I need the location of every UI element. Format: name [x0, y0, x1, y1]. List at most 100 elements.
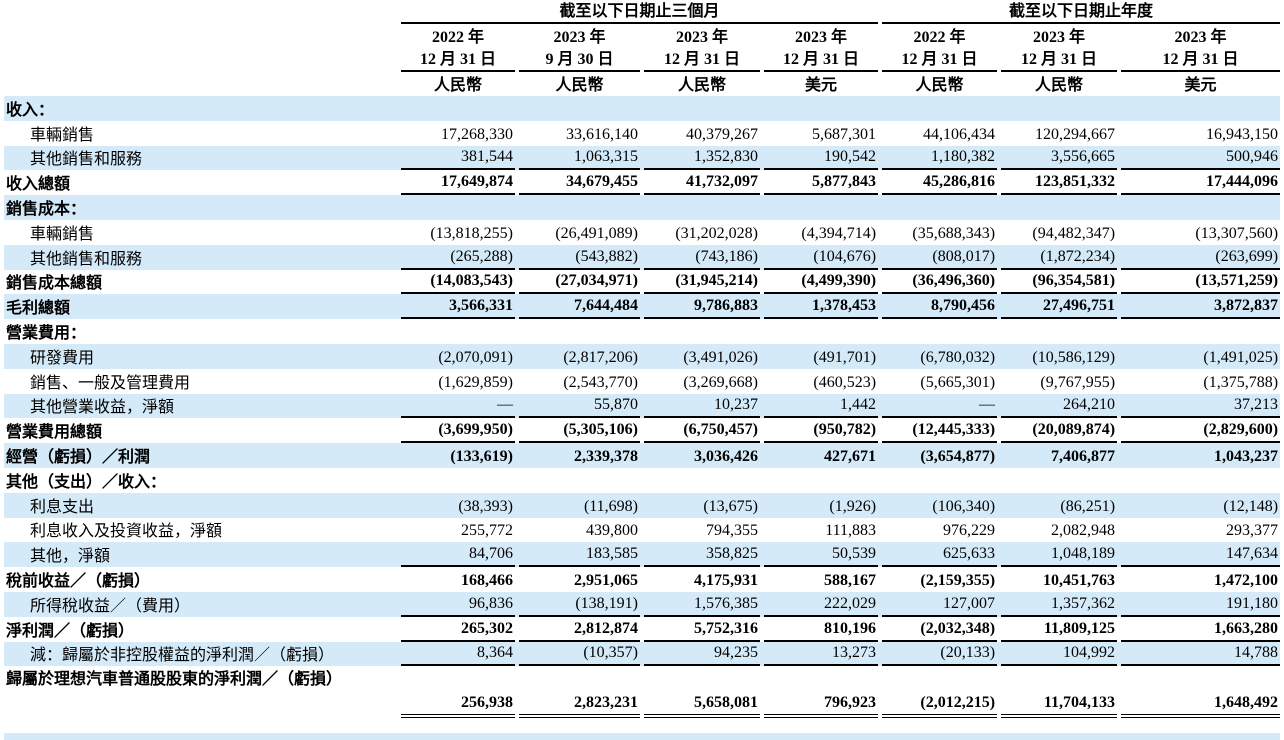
table-row: 其他營業收益，淨額 —55,870 10,237 1,442—264,210 37,21… [4, 393, 1281, 419]
row-label: 銷售成本總額 [6, 275, 103, 293]
column-currency-header: 人民幣 [677, 77, 726, 94]
value-cell: (9,767,955) [1040, 373, 1116, 391]
value-cell [997, 468, 1117, 493]
value-cell [760, 468, 878, 493]
column-date-header: 12 月 31 日 [997, 48, 1118, 72]
value-cell: (31,945,214) [640, 270, 760, 295]
table-row: 收入總額 17,649,874 34,679,455 41,732,097 5,877,… [4, 170, 1281, 196]
value-cell: 123,851,332 [997, 170, 1118, 196]
value-cell: (950,782) [760, 418, 879, 444]
value-cell [1117, 96, 1281, 121]
row-label: 其他銷售和服務 [4, 145, 397, 171]
value-cell: (2,012,215) [878, 666, 998, 719]
value-cell: 190,542 [760, 145, 879, 171]
value-cell: (543,882) [515, 244, 640, 270]
value-cell: 120,294,667 [1035, 125, 1116, 143]
value-cell: — [878, 393, 998, 419]
value-cell: (265,288) [397, 244, 515, 270]
row-label: 減：歸屬於非控股權益的淨利潤／（虧損） [4, 641, 397, 667]
value-cell: (2,829,600) [1117, 418, 1281, 444]
value-cell: 796,923 [760, 666, 879, 719]
row-label: 收入總額 [6, 176, 71, 194]
row-label: 營業費用： [6, 324, 87, 342]
table-row: 其他（支出）／收入： [4, 468, 1280, 493]
column-date-header: 12 月 31 日 [760, 48, 879, 72]
value-cell [397, 468, 515, 493]
value-cell: 50,539 [760, 542, 879, 568]
row-label: 銷售、一般及管理費用 [30, 374, 191, 392]
value-cell: (2,817,206) [515, 343, 640, 369]
value-cell: (491,701) [760, 343, 879, 369]
value-cell: (12,445,333) [878, 418, 998, 444]
value-cell: 17,649,874 [397, 170, 515, 196]
table-row: 毛利總額 3,566,331 7,644,484 9,786,883 1,378,453… [4, 294, 1281, 320]
value-cell [760, 96, 879, 121]
value-cell: 358,825 [640, 542, 760, 568]
column-year-header: 2023 年 [1174, 29, 1227, 46]
value-cell [397, 96, 515, 121]
value-cell: (808,017) [878, 244, 998, 270]
value-cell: (4,394,714) [801, 224, 877, 242]
value-cell: (1,629,859) [438, 373, 513, 391]
table-row: 其他銷售和服務 (265,288) (543,882) (743,186) (104,6… [4, 244, 1281, 270]
value-cell: 293,377 [1226, 522, 1279, 540]
value-cell [760, 319, 878, 344]
value-cell: 381,544 [397, 145, 515, 171]
value-cell: 111,883 [825, 522, 877, 540]
value-cell: (743,186) [640, 244, 760, 270]
column-date-header: 9 月 30 日 [515, 48, 640, 72]
table-row: 歸屬於理想汽車普通股股東的淨利潤／（虧損） 256,938 2,823,231 5,6… [4, 666, 1281, 719]
value-cell: 127,007 [878, 591, 998, 617]
row-label: 毛利總額 [4, 294, 397, 320]
value-cell [1117, 195, 1281, 220]
row-label: 研發費用 [4, 343, 397, 369]
column-year-header: 2023 年 [1033, 29, 1086, 46]
value-cell: (13,675) [640, 492, 760, 518]
row-label: 所得稅收益／（費用） [4, 591, 397, 617]
value-cell: 427,671 [760, 443, 879, 468]
value-cell: 84,706 [397, 542, 515, 568]
row-label: 其他營業收益，淨額 [4, 393, 397, 419]
table-row: 所得稅收益／（費用） 96,836 (138,191) 1,576,385 222,02… [4, 591, 1281, 617]
value-cell: 5,877,843 [760, 170, 879, 196]
row-label: 銷售成本： [4, 195, 397, 220]
value-cell: (1,491,025) [1117, 343, 1281, 369]
value-cell: 11,704,133 [997, 666, 1118, 719]
value-cell: (3,699,950) [397, 418, 515, 444]
value-cell: 2,951,065 [574, 571, 638, 589]
value-cell [997, 96, 1118, 121]
value-cell: 9,786,883 [640, 294, 760, 320]
column-currency-header: 人民幣 [433, 77, 482, 94]
table-row: 其他銷售和服務 381,544 1,063,315 1,352,830 190,542 1… [4, 145, 1281, 171]
value-cell [515, 468, 640, 493]
value-cell: (94,482,347) [1032, 224, 1116, 242]
value-cell [640, 195, 760, 220]
value-cell [878, 96, 998, 121]
group-header-year: 截至以下日期止年度 [878, 0, 1281, 24]
column-date-header: 12 月 31 日 [397, 48, 515, 72]
value-cell: 96,836 [397, 591, 515, 617]
table-row: 營業費用： [4, 319, 1280, 344]
value-cell: 1,352,830 [640, 145, 760, 171]
value-cell [878, 195, 998, 220]
value-cell [760, 195, 879, 220]
value-cell: 44,106,434 [923, 125, 996, 143]
value-cell: 588,167 [824, 571, 877, 589]
table-row: 營業費用總額 (3,699,950) (5,305,106) (6,750,457)(… [4, 418, 1281, 444]
table-row: 經營（虧損）／利潤 (133,619) 2,339,378 3,036,426 427,… [4, 443, 1281, 468]
column-date-header: 12 月 31 日 [1117, 48, 1281, 72]
column-currency-header: 美元 [805, 77, 838, 94]
value-cell: (3,269,668) [683, 373, 758, 391]
table-bottom-band [4, 733, 1280, 740]
currency-row: 人民幣 人民幣 人民幣 美元 人民幣 人民幣 美元 [4, 72, 1280, 96]
value-cell: 2,082,948 [1051, 522, 1116, 540]
value-cell: 1,442 [760, 393, 879, 419]
column-date-header: 12 月 31 日 [640, 48, 760, 72]
value-cell: 183,585 [515, 542, 640, 568]
value-cell: 2,339,378 [515, 443, 640, 468]
value-cell: (3,491,026) [640, 343, 760, 369]
table-row: 車輛銷售 (13,818,255) (26,491,089) (31,202,028)… [4, 220, 1280, 245]
column-date-header: 12 月 31 日 [878, 48, 998, 72]
